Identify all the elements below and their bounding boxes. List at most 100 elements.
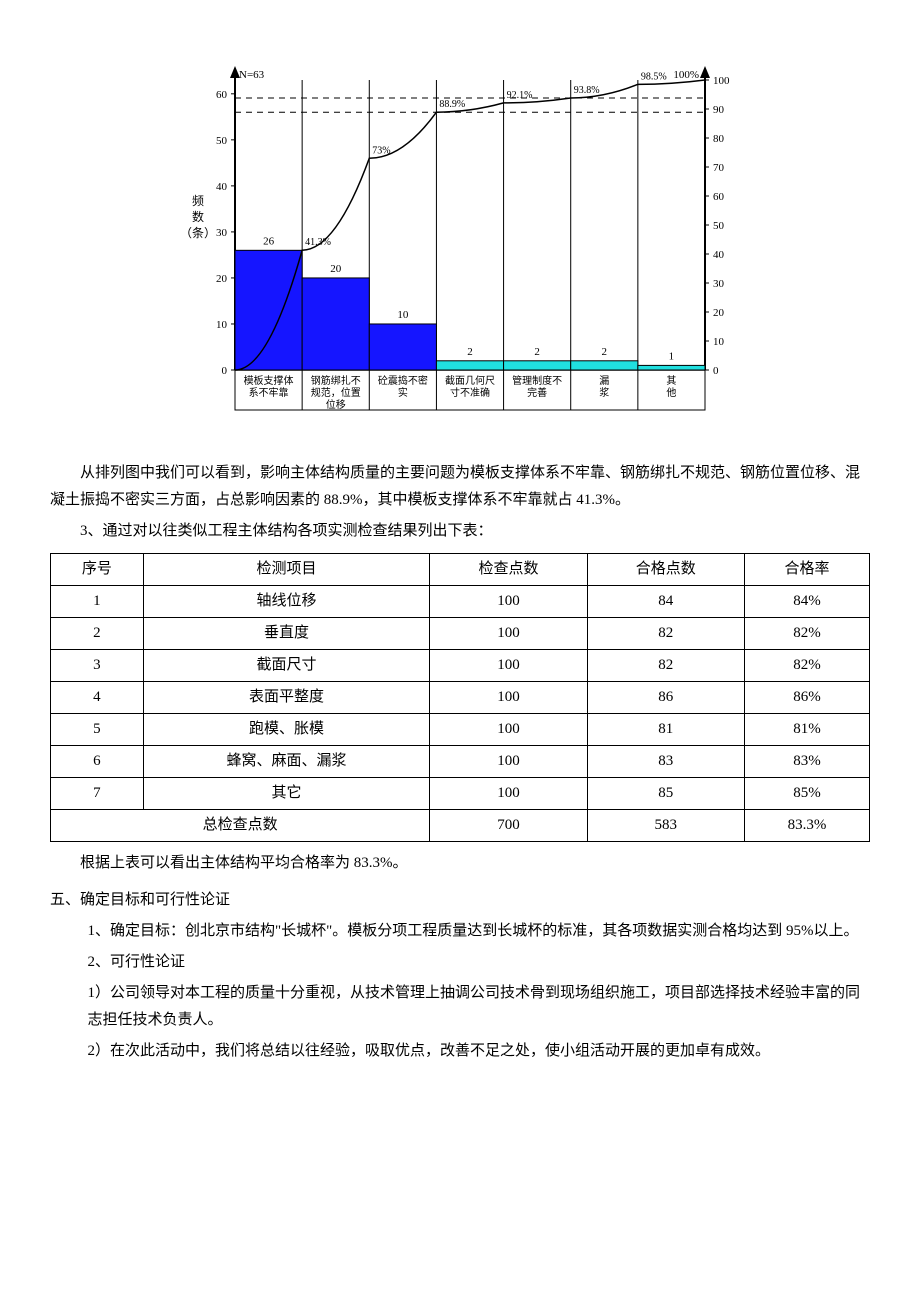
svg-text:60: 60 (216, 89, 228, 101)
table-column-header: 合格率 (744, 554, 869, 586)
svg-text:1: 1 (669, 350, 675, 362)
svg-text:50: 50 (216, 135, 228, 147)
table-cell: 6 (51, 746, 144, 778)
svg-text:20: 20 (216, 273, 228, 285)
table-cell: 82 (587, 618, 744, 650)
svg-text:30: 30 (216, 227, 228, 239)
section-5-title: 五、确定目标和可行性论证 (50, 887, 870, 914)
svg-text:90: 90 (713, 104, 725, 116)
svg-text:2: 2 (467, 346, 473, 358)
table-cell: 4 (51, 682, 144, 714)
svg-text:模板支撑体: 模板支撑体 (244, 374, 294, 387)
table-row: 5跑模、胀模1008181% (51, 714, 870, 746)
table-column-header: 检测项目 (143, 554, 430, 586)
table-column-header: 检查点数 (430, 554, 587, 586)
table-row: 3截面尺寸1008282% (51, 650, 870, 682)
svg-text:2: 2 (534, 346, 540, 358)
table-footer-cell: 总检查点数 (51, 810, 430, 842)
svg-text:位移: 位移 (326, 398, 346, 411)
table-cell: 81% (744, 714, 869, 746)
table-row: 6蜂窝、麻面、漏浆1008383% (51, 746, 870, 778)
svg-text:0: 0 (222, 365, 228, 377)
table-cell: 85 (587, 778, 744, 810)
section-5-body: 1、确定目标：创北京市结构"长城杯"。模板分项工程质量达到长城杯的标准，其各项数… (50, 918, 870, 1065)
table-cell: 7 (51, 778, 144, 810)
table-cell: 86% (744, 682, 869, 714)
svg-text:80: 80 (713, 133, 725, 145)
svg-text:2: 2 (602, 346, 608, 358)
table-cell: 截面尺寸 (143, 650, 430, 682)
svg-text:92.1%: 92.1% (507, 90, 533, 101)
table-cell: 100 (430, 618, 587, 650)
svg-text:系不牢靠: 系不牢靠 (249, 386, 289, 399)
p5-2-1: 1）公司领导对本工程的质量十分重视，从技术管理上抽调公司技术骨到现场组织施工，项… (88, 980, 871, 1034)
table-cell: 84% (744, 586, 869, 618)
svg-text:0: 0 (713, 365, 719, 377)
svg-text:88.9%: 88.9% (439, 99, 465, 110)
svg-text:10: 10 (713, 336, 725, 348)
svg-text:10: 10 (216, 319, 228, 331)
table-cell: 蜂窝、麻面、漏浆 (143, 746, 430, 778)
table-cell: 5 (51, 714, 144, 746)
table-cell: 81 (587, 714, 744, 746)
p5-2-2: 2）在次此活动中，我们将总结以往经验，吸取优点，改善不足之处，使小组活动开展的更… (88, 1038, 871, 1065)
svg-text:100: 100 (713, 75, 730, 87)
svg-text:73%: 73% (372, 145, 390, 156)
table-footer-row: 总检查点数70058383.3% (51, 810, 870, 842)
table-body: 1轴线位移1008484%2垂直度1008282%3截面尺寸1008282%4表… (51, 586, 870, 810)
svg-text:管理制度不: 管理制度不 (512, 374, 562, 387)
table-cell: 100 (430, 746, 587, 778)
svg-text:完善: 完善 (527, 386, 547, 399)
table-cell: 表面平整度 (143, 682, 430, 714)
svg-text:寸不准确: 寸不准确 (450, 386, 490, 399)
svg-text:30: 30 (713, 278, 725, 290)
svg-text:70: 70 (713, 162, 725, 174)
svg-text:漏: 漏 (599, 375, 609, 387)
svg-text:50: 50 (713, 220, 725, 232)
table-cell: 3 (51, 650, 144, 682)
table-cell: 100 (430, 778, 587, 810)
table-cell: 跑模、胀模 (143, 714, 430, 746)
svg-text:数: 数 (192, 209, 204, 224)
table-cell: 86 (587, 682, 744, 714)
pareto-chart: 0102030405060010203040506070809010026201… (180, 60, 740, 420)
svg-text:（条）: （条） (180, 226, 216, 240)
table-cell: 1 (51, 586, 144, 618)
svg-text:浆: 浆 (599, 386, 609, 399)
inspection-table: 序号检测项目检查点数合格点数合格率 1轴线位移1008484%2垂直度10082… (50, 553, 870, 842)
svg-text:26: 26 (263, 235, 275, 247)
svg-text:钢筋绑扎不: 钢筋绑扎不 (311, 374, 361, 387)
svg-text:其: 其 (666, 375, 676, 387)
svg-text:41.3%: 41.3% (305, 237, 331, 248)
table-row: 7其它1008585% (51, 778, 870, 810)
svg-text:100%: 100% (673, 69, 699, 81)
table-row: 2垂直度1008282% (51, 618, 870, 650)
table-cell: 83% (744, 746, 869, 778)
table-cell: 85% (744, 778, 869, 810)
svg-text:截面几何尺: 截面几何尺 (445, 374, 495, 387)
table-cell: 82 (587, 650, 744, 682)
p5-2: 2、可行性论证 (88, 949, 871, 976)
svg-text:10: 10 (397, 309, 409, 321)
svg-text:40: 40 (713, 249, 725, 261)
table-header-row: 序号检测项目检查点数合格点数合格率 (51, 554, 870, 586)
chart-svg: 0102030405060010203040506070809010026201… (180, 60, 740, 420)
table-column-header: 序号 (51, 554, 144, 586)
svg-text:他: 他 (666, 386, 676, 399)
table-cell: 其它 (143, 778, 430, 810)
svg-text:砼震捣不密: 砼震捣不密 (378, 374, 428, 387)
svg-text:20: 20 (713, 307, 725, 319)
svg-text:93.8%: 93.8% (574, 85, 600, 96)
svg-text:N=63: N=63 (239, 69, 265, 81)
svg-text:实: 实 (398, 386, 408, 399)
table-cell: 垂直度 (143, 618, 430, 650)
paragraph-2: 3、通过对以往类似工程主体结构各项实测检查结果列出下表： (50, 518, 870, 545)
table-row: 4表面平整度1008686% (51, 682, 870, 714)
table-footer-cell: 83.3% (744, 810, 869, 842)
table-cell: 100 (430, 714, 587, 746)
table-footer-cell: 583 (587, 810, 744, 842)
table-cell: 82% (744, 650, 869, 682)
table-row: 1轴线位移1008484% (51, 586, 870, 618)
table-cell: 轴线位移 (143, 586, 430, 618)
table-column-header: 合格点数 (587, 554, 744, 586)
